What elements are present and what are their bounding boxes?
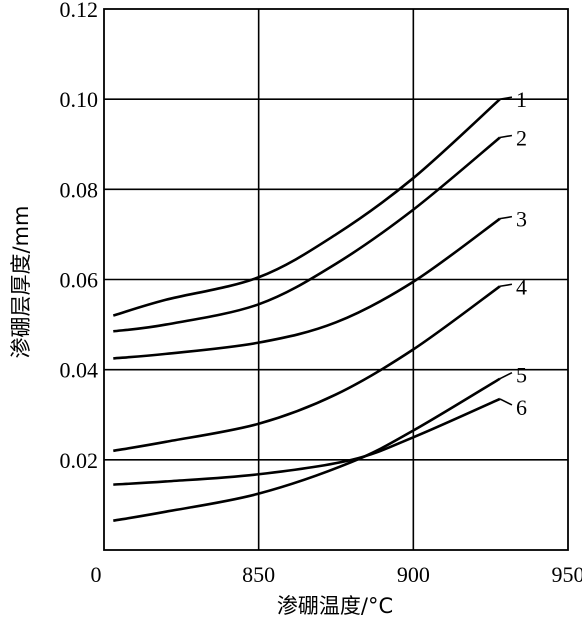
y-tick-label: 0.06: [60, 268, 99, 293]
series-curve-1: [112, 98, 501, 317]
y-axis-label: 渗硼层厚度/mm: [9, 206, 33, 359]
x-axis-label: 渗硼温度/°C: [277, 594, 393, 618]
series-curve-3: [113, 217, 501, 360]
series-labels: 1 2 3 4 5 6: [499, 87, 527, 420]
series-leader-2: [499, 134, 513, 139]
series-leader-3: [499, 215, 513, 220]
series-leader-1: [499, 96, 513, 100]
y-tick-label: 0.04: [60, 358, 99, 383]
series-curve-5: [113, 377, 501, 522]
series-curves: [112, 98, 501, 522]
series-curve-4: [113, 285, 501, 453]
series-curve-6: [113, 397, 501, 486]
series-label-5: 5: [516, 363, 527, 388]
x-tick-label: 850: [242, 562, 275, 587]
series-label-4: 4: [516, 274, 527, 299]
grid-lines: [104, 9, 568, 550]
y-tick-label: 0.12: [60, 0, 99, 22]
series-curve-2: [113, 136, 501, 333]
y-tick-label: 0.08: [60, 177, 99, 202]
series-leader-5: [499, 371, 513, 380]
plot-frame: [103, 8, 569, 551]
x-tick-label: 0: [91, 562, 102, 587]
series-label-1: 1: [516, 87, 527, 112]
x-tick-label: 900: [397, 562, 430, 587]
y-tick-label: 0.02: [60, 448, 99, 473]
series-label-2: 2: [516, 125, 527, 150]
y-tick-label: 0.10: [60, 87, 99, 112]
x-tick-label: 950: [552, 562, 582, 587]
tick-labels: 0 850 900 950 0.02 0.04 0.06 0.08 0.10 0.12: [60, 0, 582, 587]
series-label-6: 6: [516, 395, 527, 420]
series-leader-4: [499, 283, 513, 288]
series-label-3: 3: [516, 207, 527, 232]
series-leader-6: [499, 398, 513, 406]
